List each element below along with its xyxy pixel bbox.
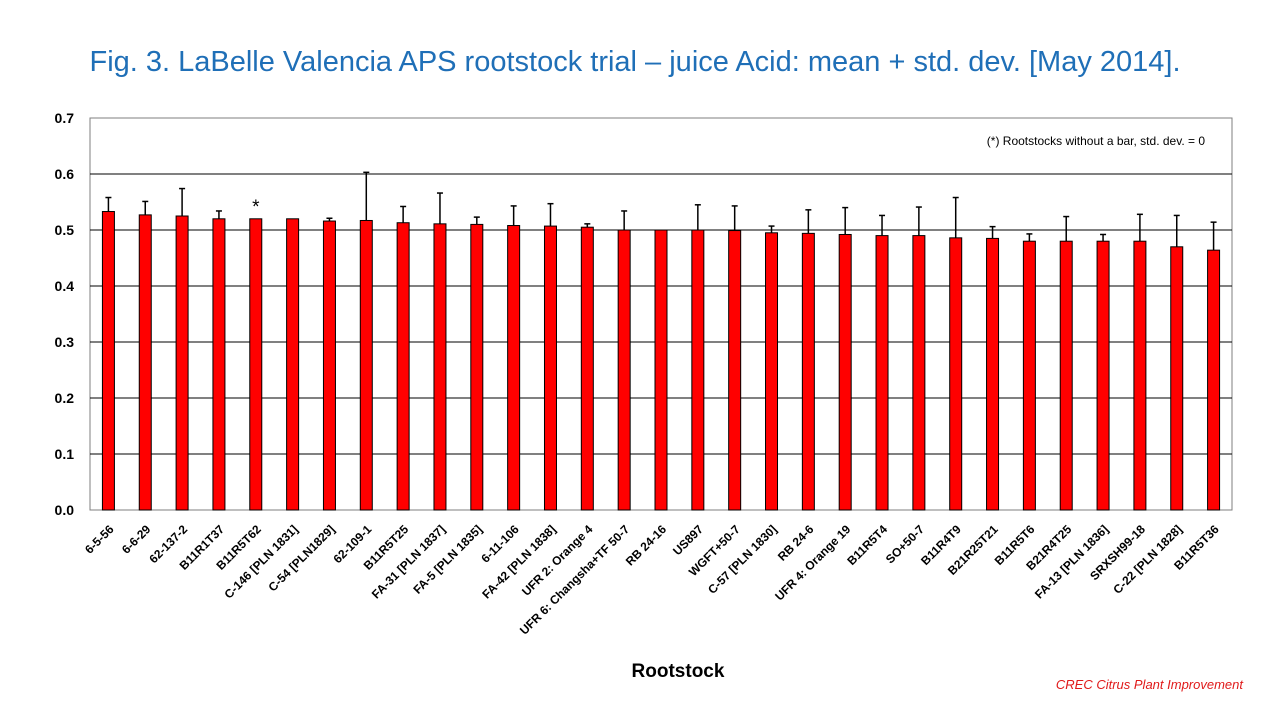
bar: [654, 229, 668, 511]
x-tick-label: RB 24-16: [623, 522, 669, 568]
bar: [396, 222, 410, 511]
bar: [1133, 240, 1147, 511]
bar: [286, 218, 300, 511]
x-tick-label: FA-5 [PLN 1835]: [410, 522, 485, 597]
x-tick-label: B11R5T4: [844, 522, 890, 568]
y-tick-label: 0.2: [55, 390, 75, 406]
bar: [691, 229, 705, 511]
bar: [801, 232, 815, 511]
bars: [101, 211, 1221, 511]
bar: [359, 219, 373, 511]
bar: [580, 226, 594, 511]
annotation-note: (*) Rootstocks without a bar, std. dev. …: [987, 134, 1206, 148]
bar: [986, 237, 1000, 511]
bar: [507, 225, 521, 511]
bar: [101, 211, 115, 511]
bar: [1170, 246, 1184, 511]
y-axis-ticks: 0.0 0.1 0.2 0.3 0.4 0.5 0.6 0.7: [55, 110, 75, 518]
bar: [1207, 249, 1221, 511]
error-bars: [105, 171, 1217, 251]
bar: [138, 214, 152, 511]
y-tick-label: 0.7: [55, 110, 75, 126]
chart-title: Fig. 3. LaBelle Valencia APS rootstock t…: [89, 46, 1181, 78]
bar: [1022, 240, 1036, 511]
y-tick-label: 0.6: [55, 166, 75, 182]
bar: [433, 223, 447, 511]
bar: [212, 218, 226, 511]
y-tick-label: 0.0: [55, 502, 75, 518]
bar: [1096, 240, 1110, 511]
x-axis-labels: 6-5-56 6-6-2962-137-2B11R1T37B11R5T62C-14…: [82, 522, 1222, 638]
bar: [175, 215, 189, 511]
bar: [249, 218, 263, 511]
bar: [617, 229, 631, 511]
footer-credit: CREC Citrus Plant Improvement: [1055, 677, 1243, 692]
y-tick-label: 0.1: [55, 446, 75, 462]
bar: [470, 223, 484, 511]
bar: [765, 232, 779, 511]
bar: [838, 233, 852, 511]
bar: [543, 225, 557, 511]
y-tick-label: 0.5: [55, 222, 75, 238]
bar: [875, 235, 889, 511]
bar: [912, 235, 926, 511]
x-tick-label: C-54 [PLN1829]: [265, 522, 337, 594]
zero-std-marker: *: [252, 197, 260, 218]
x-axis-title: Rootstock: [632, 661, 725, 682]
y-tick-label: 0.3: [55, 334, 75, 350]
x-tick-label: US897: [670, 522, 706, 558]
y-tick-label: 0.4: [55, 278, 75, 294]
bar: [728, 230, 742, 511]
x-tick-label: C-57 [PLN 1830]: [705, 522, 780, 597]
bar: [322, 220, 336, 511]
x-tick-label: 6-6-29: [119, 522, 154, 557]
x-tick-label: 6-5-56: [82, 522, 117, 557]
bar: [949, 237, 963, 511]
bar: [1059, 240, 1073, 511]
